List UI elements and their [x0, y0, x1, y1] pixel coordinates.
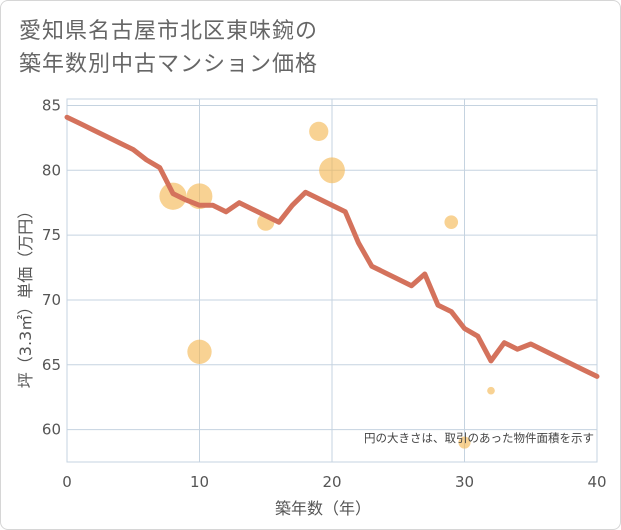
- bubble-layer: [159, 121, 495, 449]
- x-tick-label: 0: [62, 473, 72, 491]
- x-tick-label: 20: [322, 473, 341, 491]
- y-tick-label: 60: [42, 421, 61, 439]
- y-axis-label: 坪（3.3㎡）単価（万円）: [16, 203, 35, 388]
- bubble-point: [319, 157, 345, 184]
- x-tick-labels: 0 10 20 30 40: [62, 473, 606, 491]
- grid-lines: [66, 98, 598, 463]
- y-tick-label: 85: [42, 96, 61, 114]
- bubble-size-note: 円の大きさは、取引のあった物件面積を示す: [364, 431, 594, 445]
- y-tick-label: 70: [42, 291, 61, 309]
- y-tick-label: 75: [42, 226, 61, 244]
- x-tick-label: 40: [587, 473, 606, 491]
- y-tick-label: 65: [42, 356, 61, 374]
- chart-title-line2: 築年数別中古マンション価格: [19, 52, 319, 77]
- x-tick-label: 30: [455, 473, 474, 491]
- y-tick-label: 80: [42, 161, 61, 179]
- x-tick-label: 10: [190, 473, 209, 491]
- bubble-point: [309, 121, 329, 142]
- price-trend-line: [64, 114, 600, 379]
- chart-title: 愛知県名古屋市北区東味鋺の 築年数別中古マンション価格: [19, 15, 579, 81]
- bubble-point: [458, 436, 471, 449]
- bubble-point: [487, 386, 495, 395]
- chart-title-line1: 愛知県名古屋市北区東味鋺の: [19, 19, 319, 44]
- y-tick-labels: 60 65 70 75 80 85: [42, 96, 61, 438]
- bubble-point: [187, 339, 212, 364]
- bubble-point: [444, 215, 459, 229]
- x-axis-label: 築年数（年）: [275, 499, 371, 518]
